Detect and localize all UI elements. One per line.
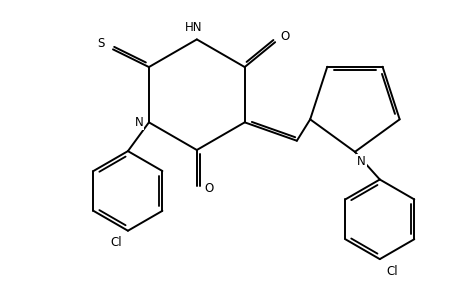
Text: N: N <box>134 116 143 129</box>
Text: S: S <box>97 37 104 50</box>
Text: Cl: Cl <box>385 265 397 278</box>
Text: HN: HN <box>185 21 202 34</box>
Text: O: O <box>204 182 213 195</box>
Text: O: O <box>280 30 289 43</box>
Text: Cl: Cl <box>110 236 121 249</box>
Text: N: N <box>356 155 365 168</box>
